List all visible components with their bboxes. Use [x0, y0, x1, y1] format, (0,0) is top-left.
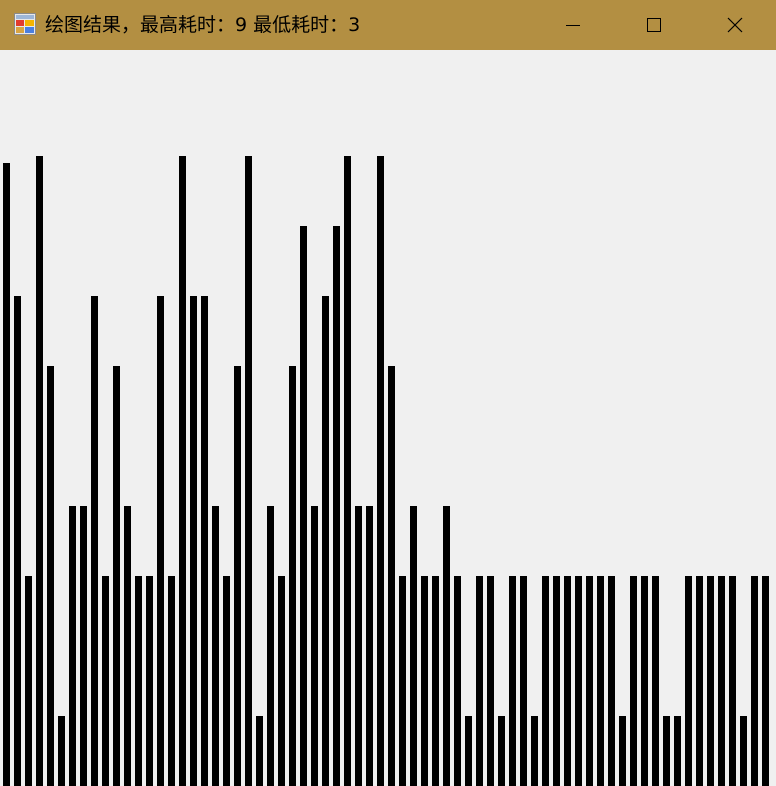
bar-30 [322, 296, 329, 786]
bar-5 [47, 366, 54, 786]
bar-18 [190, 296, 197, 786]
bar-20 [212, 506, 219, 786]
bar-3 [25, 576, 32, 786]
bar-43 [465, 716, 472, 786]
bar-66 [718, 576, 725, 786]
minimize-icon [565, 17, 581, 33]
drawing-canvas [0, 50, 776, 786]
bar-56 [608, 576, 615, 786]
bar-57 [619, 716, 626, 786]
bar-42 [454, 576, 461, 786]
bar-68 [740, 716, 747, 786]
bar-47 [509, 576, 516, 786]
bar-13 [135, 576, 142, 786]
maximize-icon [646, 17, 662, 33]
bar-33 [355, 506, 362, 786]
bar-21 [223, 576, 230, 786]
bar-34 [366, 506, 373, 786]
bar-70 [762, 576, 769, 786]
bar-17 [179, 156, 186, 786]
bar-38 [410, 506, 417, 786]
bar-58 [630, 576, 637, 786]
bar-49 [531, 716, 538, 786]
maximize-button[interactable] [614, 0, 694, 50]
bar-22 [234, 366, 241, 786]
bar-63 [685, 576, 692, 786]
bar-14 [146, 576, 153, 786]
bar-9 [91, 296, 98, 786]
bar-54 [586, 576, 593, 786]
bar-64 [696, 576, 703, 786]
bar-31 [333, 226, 340, 786]
bar-36 [388, 366, 395, 786]
bar-10 [102, 576, 109, 786]
bar-65 [707, 576, 714, 786]
bar-6 [58, 716, 65, 786]
bar-61 [663, 716, 670, 786]
bar-28 [300, 226, 307, 786]
bar-69 [751, 576, 758, 786]
bar-12 [124, 506, 131, 786]
bar-37 [399, 576, 406, 786]
title-bar[interactable]: 绘图结果，最高耗时：9 最低耗时：3 [0, 0, 776, 50]
bar-62 [674, 716, 681, 786]
close-button[interactable] [695, 0, 775, 50]
bar-48 [520, 576, 527, 786]
bar-8 [80, 506, 87, 786]
bar-60 [652, 576, 659, 786]
bar-55 [597, 576, 604, 786]
bar-45 [487, 576, 494, 786]
bar-41 [443, 506, 450, 786]
minimize-button[interactable] [533, 0, 613, 50]
bar-52 [564, 576, 571, 786]
bar-35 [377, 156, 384, 786]
bar-23 [245, 156, 252, 786]
bar-29 [311, 506, 318, 786]
bar-50 [542, 576, 549, 786]
bar-67 [729, 576, 736, 786]
bar-4 [36, 156, 43, 786]
bar-19 [201, 296, 208, 786]
bar-59 [641, 576, 648, 786]
bar-7 [69, 506, 76, 786]
bar-40 [432, 576, 439, 786]
app-window-icon [14, 13, 36, 35]
bar-2 [14, 296, 21, 786]
bar-chart [3, 156, 769, 786]
bar-53 [575, 576, 582, 786]
bar-39 [421, 576, 428, 786]
bar-1 [3, 163, 10, 786]
bar-51 [553, 576, 560, 786]
bar-24 [256, 716, 263, 786]
window-title: 绘图结果，最高耗时：9 最低耗时：3 [45, 14, 361, 36]
bar-15 [157, 296, 164, 786]
bar-11 [113, 366, 120, 786]
close-icon [727, 17, 743, 33]
bar-16 [168, 576, 175, 786]
bar-46 [498, 716, 505, 786]
bar-27 [289, 366, 296, 786]
bar-25 [267, 506, 274, 786]
bar-32 [344, 156, 351, 786]
bar-44 [476, 576, 483, 786]
bar-26 [278, 576, 285, 786]
